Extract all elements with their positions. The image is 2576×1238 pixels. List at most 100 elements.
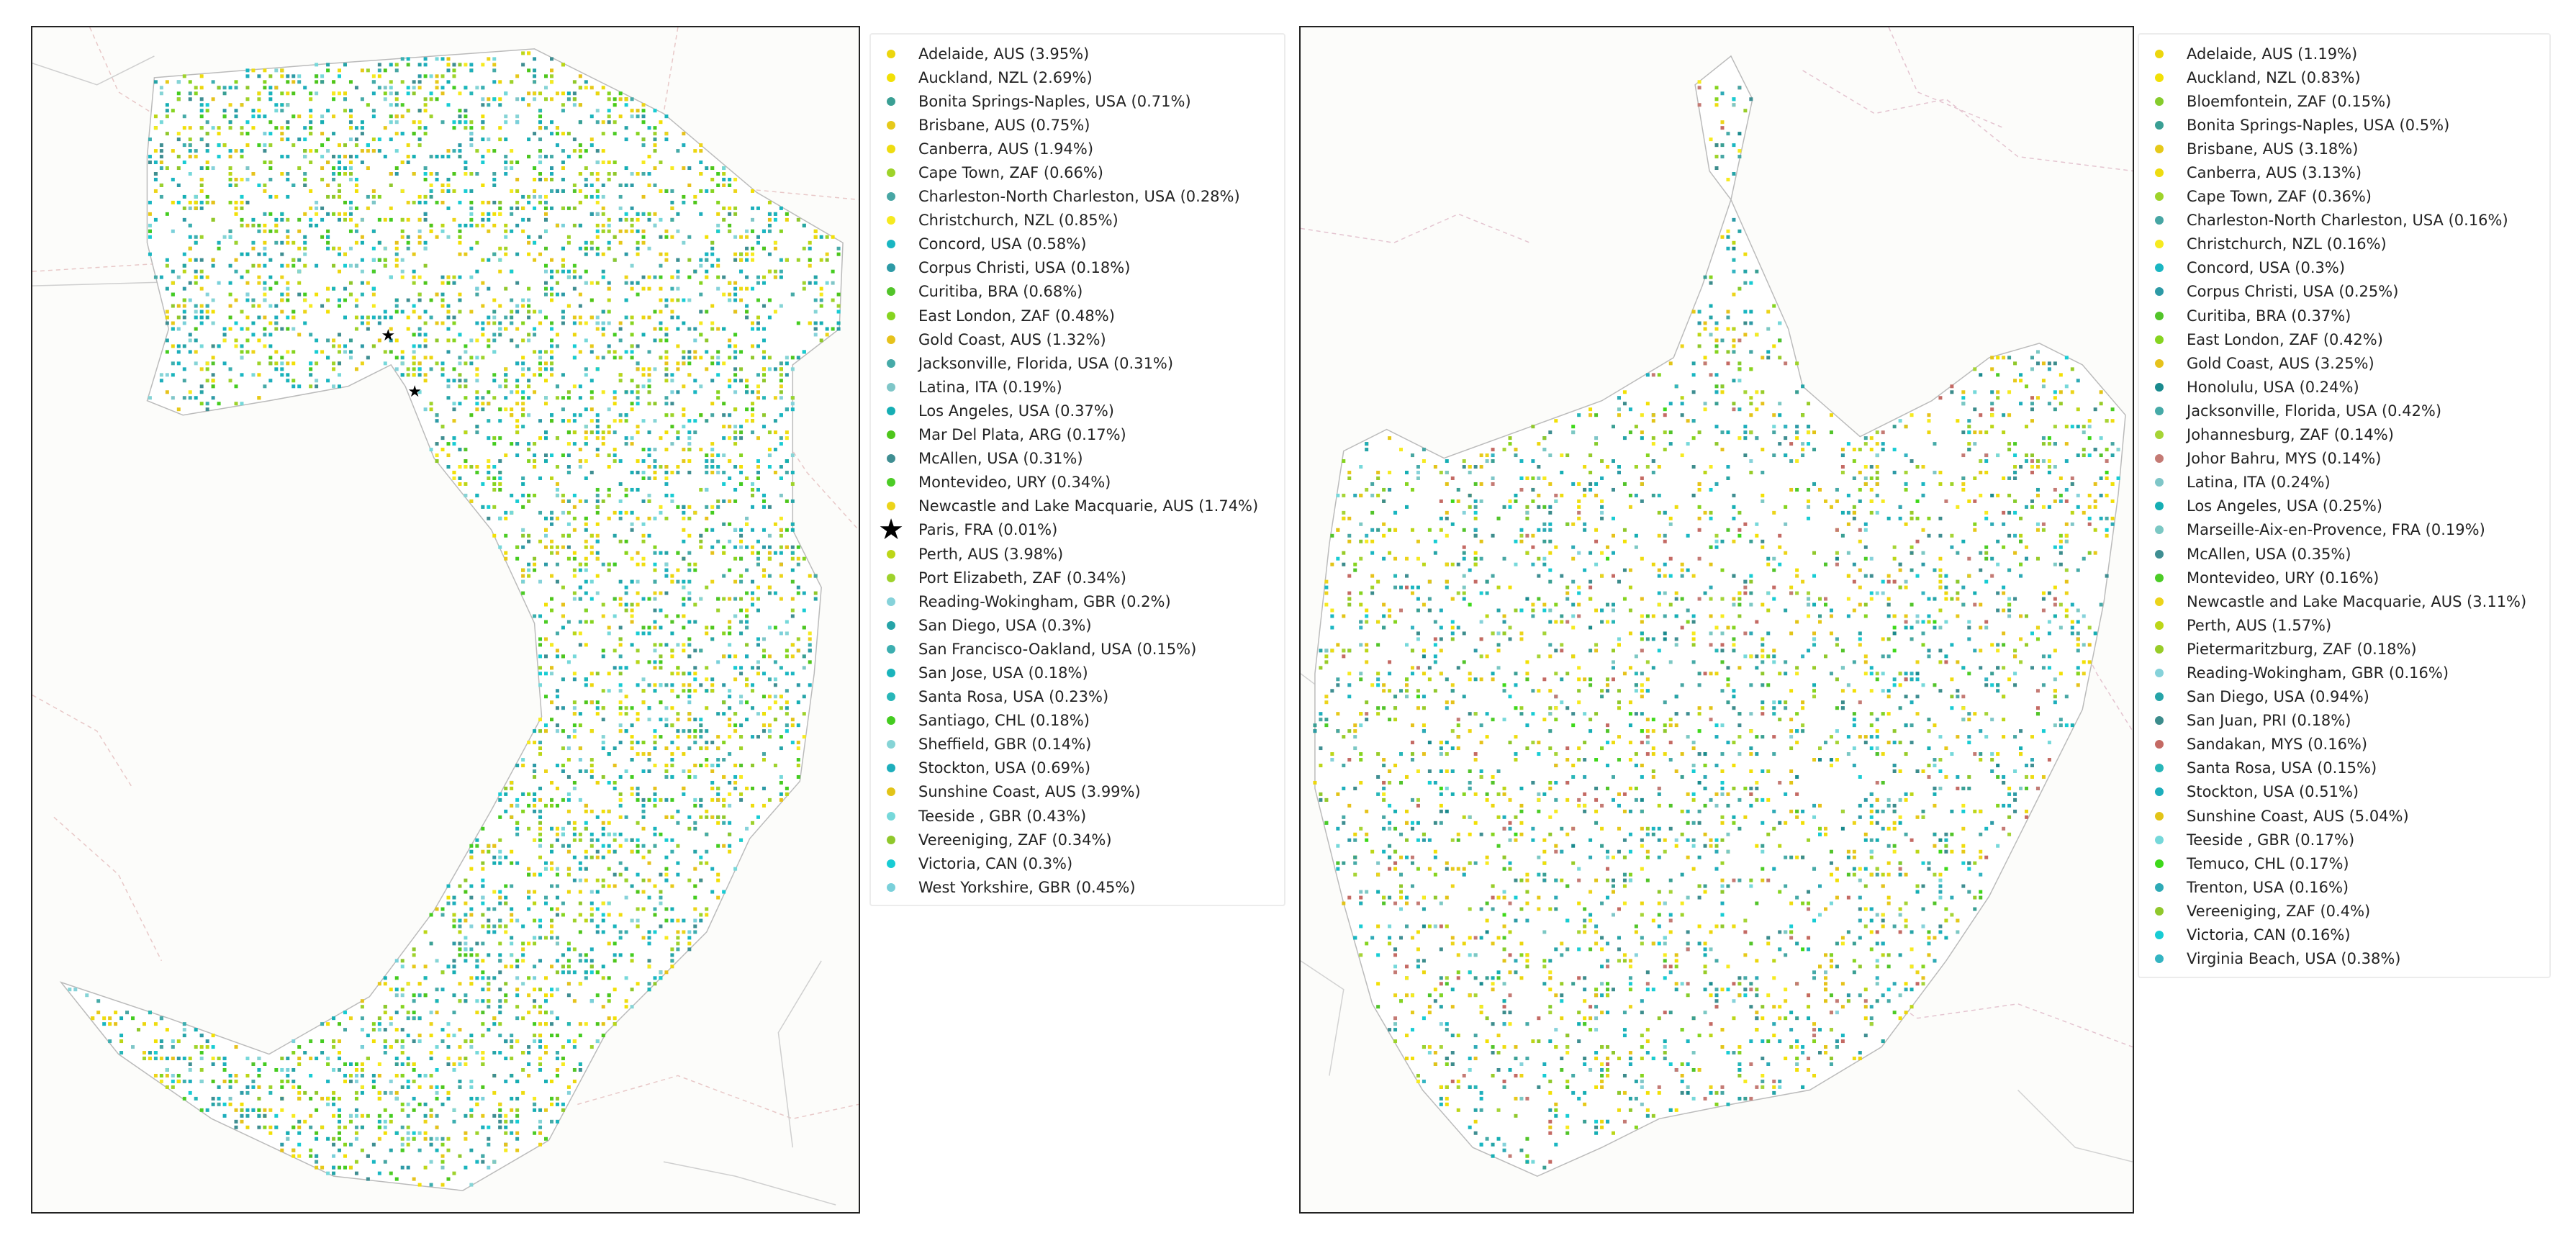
map-point (544, 402, 548, 406)
map-point (504, 556, 508, 561)
map-point (360, 1067, 364, 1072)
map-point (607, 976, 611, 980)
map-point (240, 223, 244, 227)
map-point (630, 350, 634, 354)
map-point (705, 625, 709, 630)
map-point (217, 86, 221, 90)
map-point (601, 918, 605, 923)
map-point (360, 149, 364, 153)
map-point (406, 1011, 410, 1015)
map-point (716, 396, 720, 400)
map-point (710, 442, 715, 446)
map-point (584, 459, 588, 464)
map-point (481, 217, 485, 222)
map-point (274, 194, 279, 199)
map-point (572, 672, 577, 676)
map-point (613, 614, 617, 618)
map-point (533, 918, 537, 923)
map-point (326, 379, 330, 383)
map-point (618, 91, 623, 96)
map-point (406, 63, 410, 67)
map-point (676, 746, 680, 751)
map-point (653, 930, 657, 934)
map-point (751, 356, 755, 360)
map-point (676, 614, 680, 618)
map-point (751, 419, 755, 423)
map-point (240, 1119, 244, 1124)
map-point (515, 861, 520, 865)
map-point (572, 1045, 577, 1049)
map-point (716, 786, 720, 790)
map-point (452, 321, 456, 325)
map-point (366, 1177, 370, 1181)
map-point (653, 832, 657, 836)
map-point (647, 275, 651, 279)
map-point (354, 1073, 358, 1077)
map-point (171, 304, 175, 308)
map-point (739, 579, 744, 584)
map-point (728, 631, 732, 636)
map-point (286, 327, 290, 331)
map-point (636, 425, 640, 429)
map-point (510, 510, 514, 515)
map-point (544, 86, 548, 90)
map-point (756, 344, 760, 348)
map-point (544, 861, 548, 865)
map-point (412, 999, 416, 1003)
map-point (779, 384, 783, 389)
map-point (412, 1039, 416, 1044)
map-point (348, 1016, 353, 1021)
map-point (699, 533, 703, 538)
map-point (176, 275, 181, 279)
map-point (767, 367, 772, 371)
map-point (584, 918, 588, 923)
map-point (383, 1131, 387, 1135)
map-point (286, 315, 290, 320)
map-point (653, 579, 657, 584)
map-point (446, 384, 451, 389)
map-point (607, 689, 611, 693)
map-point (521, 947, 525, 952)
map-point (510, 493, 514, 497)
map-point (601, 333, 605, 337)
map-point (601, 1034, 605, 1038)
map-point (228, 327, 232, 331)
map-point (761, 379, 766, 383)
map-point (647, 988, 651, 992)
map-point (595, 246, 600, 250)
map-point (492, 465, 497, 469)
map-point (498, 941, 502, 946)
map-point (446, 315, 451, 320)
map-point (481, 1160, 485, 1164)
map-point (699, 333, 703, 337)
map-point (601, 252, 605, 256)
map-point (722, 292, 726, 297)
map-point (440, 1039, 445, 1044)
map-point (796, 649, 800, 653)
map-point (555, 189, 559, 193)
map-point (492, 855, 497, 859)
map-point (527, 240, 531, 245)
map-point (773, 217, 777, 222)
map-point (371, 1085, 376, 1089)
map-point (228, 379, 232, 383)
map-point (578, 246, 582, 250)
map-point (332, 172, 336, 176)
map-point (315, 206, 319, 210)
map-point (435, 200, 439, 204)
map-point (682, 786, 686, 790)
map-point (779, 597, 783, 601)
map-point (813, 281, 818, 285)
map-point (297, 114, 302, 119)
map-point (601, 735, 605, 739)
map-point (194, 315, 198, 320)
map-point (338, 1119, 342, 1124)
map-point (280, 298, 284, 302)
map-left[interactable]: ★ ★ (31, 26, 860, 1214)
map-point (790, 499, 795, 503)
map-point (245, 350, 250, 354)
map-point (670, 649, 674, 653)
map-point (572, 712, 577, 716)
map-point (469, 976, 474, 980)
map-point (406, 240, 410, 245)
